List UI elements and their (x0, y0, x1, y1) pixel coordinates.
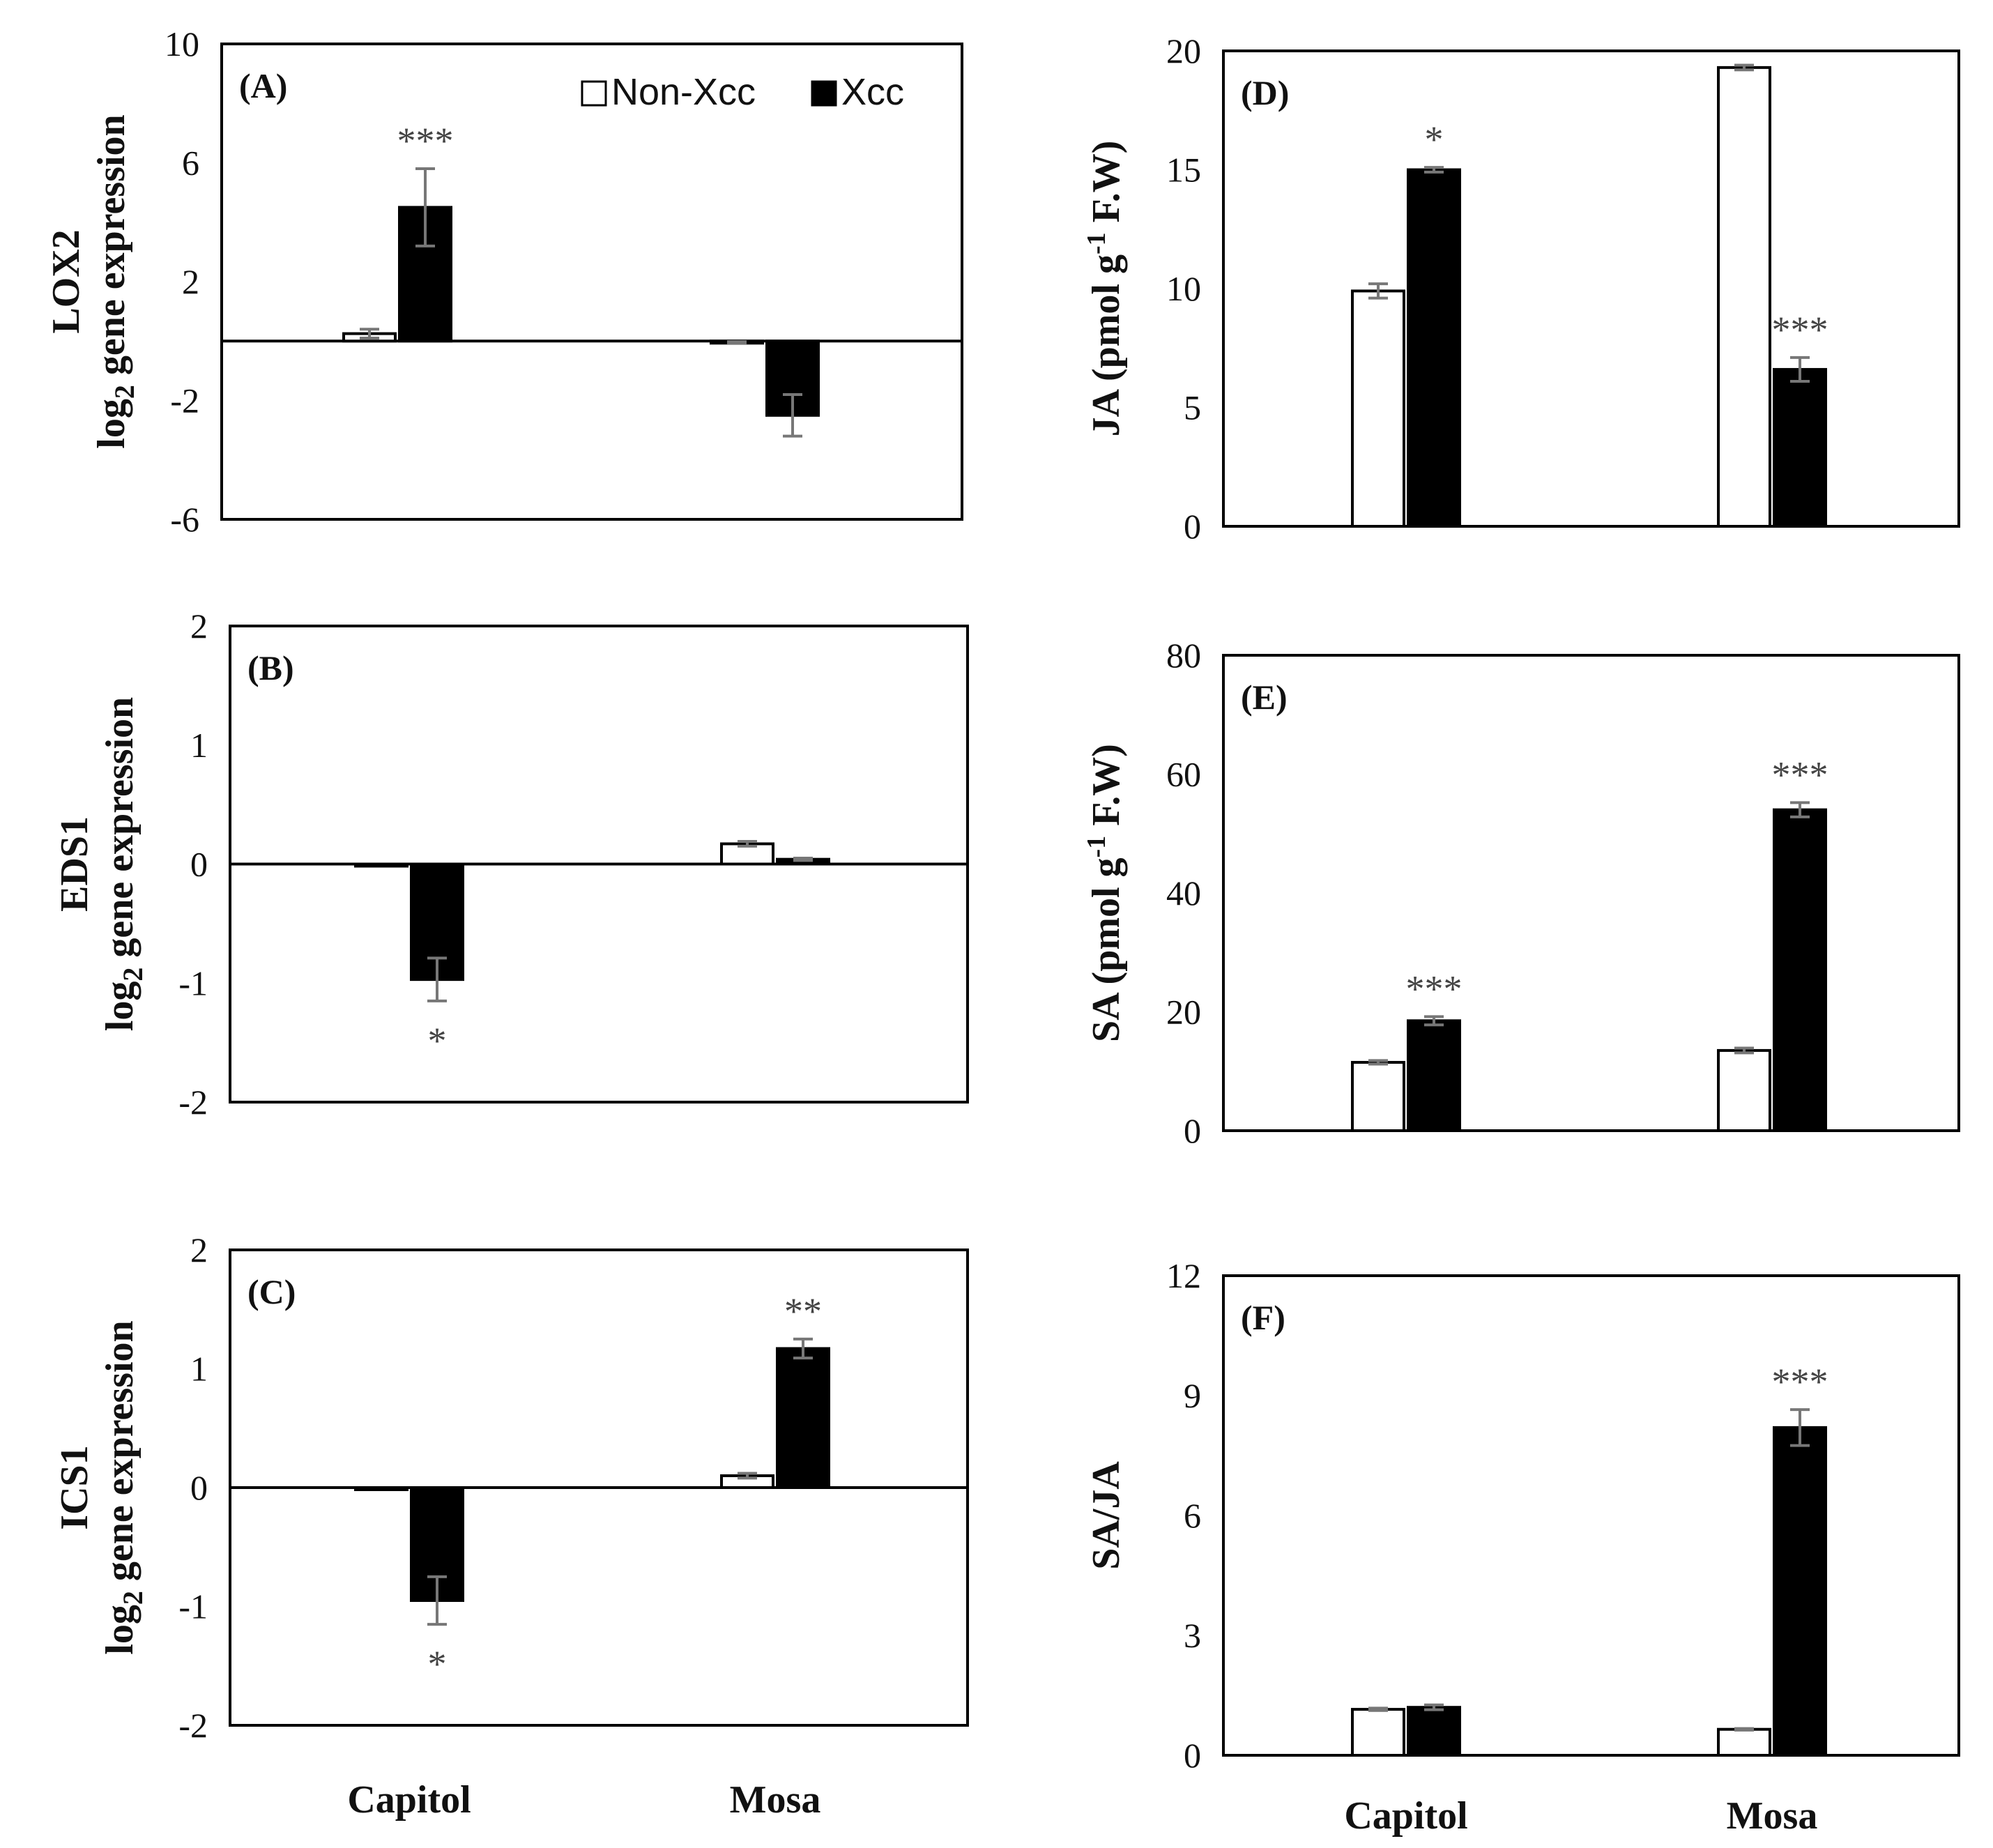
plot-frame (1222, 49, 1960, 528)
x-category-label: Mosa (730, 1778, 821, 1822)
bar-xcc (410, 862, 464, 982)
y-tick-label: 12 (1166, 1256, 1201, 1295)
y-tick-label: 2 (182, 262, 199, 301)
y-tick-label: 0 (1184, 1111, 1201, 1150)
x-category-label: Capitol (1344, 1794, 1467, 1838)
bar-xcc (1407, 1706, 1461, 1757)
significance-marker: *** (1406, 968, 1463, 1009)
y-tick-label: -2 (178, 1083, 208, 1122)
y-tick-label: 15 (1166, 151, 1201, 190)
panel-label: (C) (247, 1272, 296, 1311)
y-tick-label: 20 (1166, 993, 1201, 1032)
bar-nonxcc (1717, 1727, 1771, 1757)
y-tick-label: 6 (182, 144, 199, 183)
y-axis-label: SA (pmol g-1 F.W) (1082, 744, 1128, 1042)
plot-frame (1222, 654, 1960, 1132)
y-axis-label: log2 gene expression (90, 114, 140, 448)
significance-marker: * (1425, 119, 1444, 160)
x-category-label: Capitol (347, 1778, 471, 1822)
y-tick-label: 6 (1184, 1496, 1201, 1535)
y-tick-label: 20 (1166, 31, 1201, 70)
y-tick-label: 5 (1184, 388, 1201, 427)
y-tick-label: 40 (1166, 873, 1201, 912)
y-tick-label: -1 (178, 1587, 208, 1626)
y-tick-label: -1 (178, 963, 208, 1002)
y-tick-label: 1 (190, 726, 208, 765)
bar-nonxcc (354, 862, 408, 868)
significance-marker: *** (397, 120, 454, 162)
legend: Non-Xcc Xcc (581, 71, 904, 113)
y-tick-label: 0 (1184, 1736, 1201, 1775)
significance-marker: * (428, 1643, 447, 1685)
bar-nonxcc (354, 1486, 408, 1491)
y-tick-label: -6 (170, 500, 199, 539)
y-tick-label: 9 (1184, 1376, 1201, 1415)
panel-label: (D) (1241, 73, 1289, 112)
significance-marker: ** (784, 1290, 822, 1332)
y-tick-label: 0 (190, 1468, 208, 1507)
bar-nonxcc (1351, 1060, 1405, 1133)
x-category-label: Mosa (1727, 1794, 1818, 1838)
y-tick-label: 2 (190, 1230, 208, 1269)
bar-nonxcc (1717, 66, 1771, 528)
panel-label: (F) (1241, 1298, 1285, 1337)
bar-xcc (1773, 367, 1827, 528)
significance-marker: *** (1772, 1361, 1828, 1403)
panel-e: 0 20 40 60 80 (E) SA (pmol g-1 F.W) *** *** (1082, 636, 1960, 1150)
significance-marker: *** (1772, 754, 1828, 795)
bar-xcc (1407, 168, 1461, 528)
legend-label-xcc: Xcc (841, 71, 904, 113)
legend-label-nonxcc: Non-Xcc (611, 71, 756, 113)
y-tick-label: 0 (1184, 507, 1201, 546)
y-axis-label: SA/JA (1085, 1461, 1128, 1570)
plot-frame (220, 43, 963, 521)
plot-frame (1222, 1274, 1960, 1757)
legend-swatch-nonxcc (581, 80, 607, 107)
y-tick-label: -2 (170, 381, 199, 420)
significance-marker: *** (1772, 309, 1828, 351)
bar-xcc (776, 1347, 830, 1490)
bar-nonxcc (1351, 289, 1405, 528)
y-tick-label: 10 (1166, 269, 1201, 308)
y-axis-label: JA (pmol g-1 F.W) (1082, 141, 1128, 437)
bar-xcc (1773, 1426, 1827, 1757)
bar-nonxcc (1717, 1048, 1771, 1132)
bar-xcc (1773, 808, 1827, 1133)
y-tick-label: 10 (165, 24, 199, 63)
y-axis-gene-label: ICS1 (53, 1445, 96, 1529)
y-axis-gene-label: EDS1 (53, 816, 96, 912)
panel-label: (A) (239, 66, 287, 105)
y-tick-label: 0 (190, 845, 208, 884)
bar-xcc (1407, 1019, 1461, 1132)
panel-f: 0 3 6 9 12 (F) SA/JA *** (1085, 1256, 1960, 1775)
y-tick-label: -2 (178, 1706, 208, 1745)
y-tick-label: 3 (1184, 1616, 1201, 1655)
y-axis-label: log2 gene expression (98, 697, 148, 1031)
y-tick-label: 1 (190, 1350, 208, 1389)
panel-label: (E) (1241, 678, 1288, 717)
y-axis-gene-label: LOX2 (45, 229, 88, 333)
y-tick-label: 2 (190, 606, 208, 646)
y-tick-label: 60 (1166, 755, 1201, 794)
y-axis-label: log2 gene expression (98, 1320, 148, 1654)
y-tick-label: 80 (1166, 636, 1201, 675)
significance-marker: * (428, 1020, 447, 1062)
panel-label: (B) (247, 648, 294, 687)
bar-nonxcc (1351, 1708, 1405, 1757)
legend-swatch-xcc (811, 80, 837, 107)
